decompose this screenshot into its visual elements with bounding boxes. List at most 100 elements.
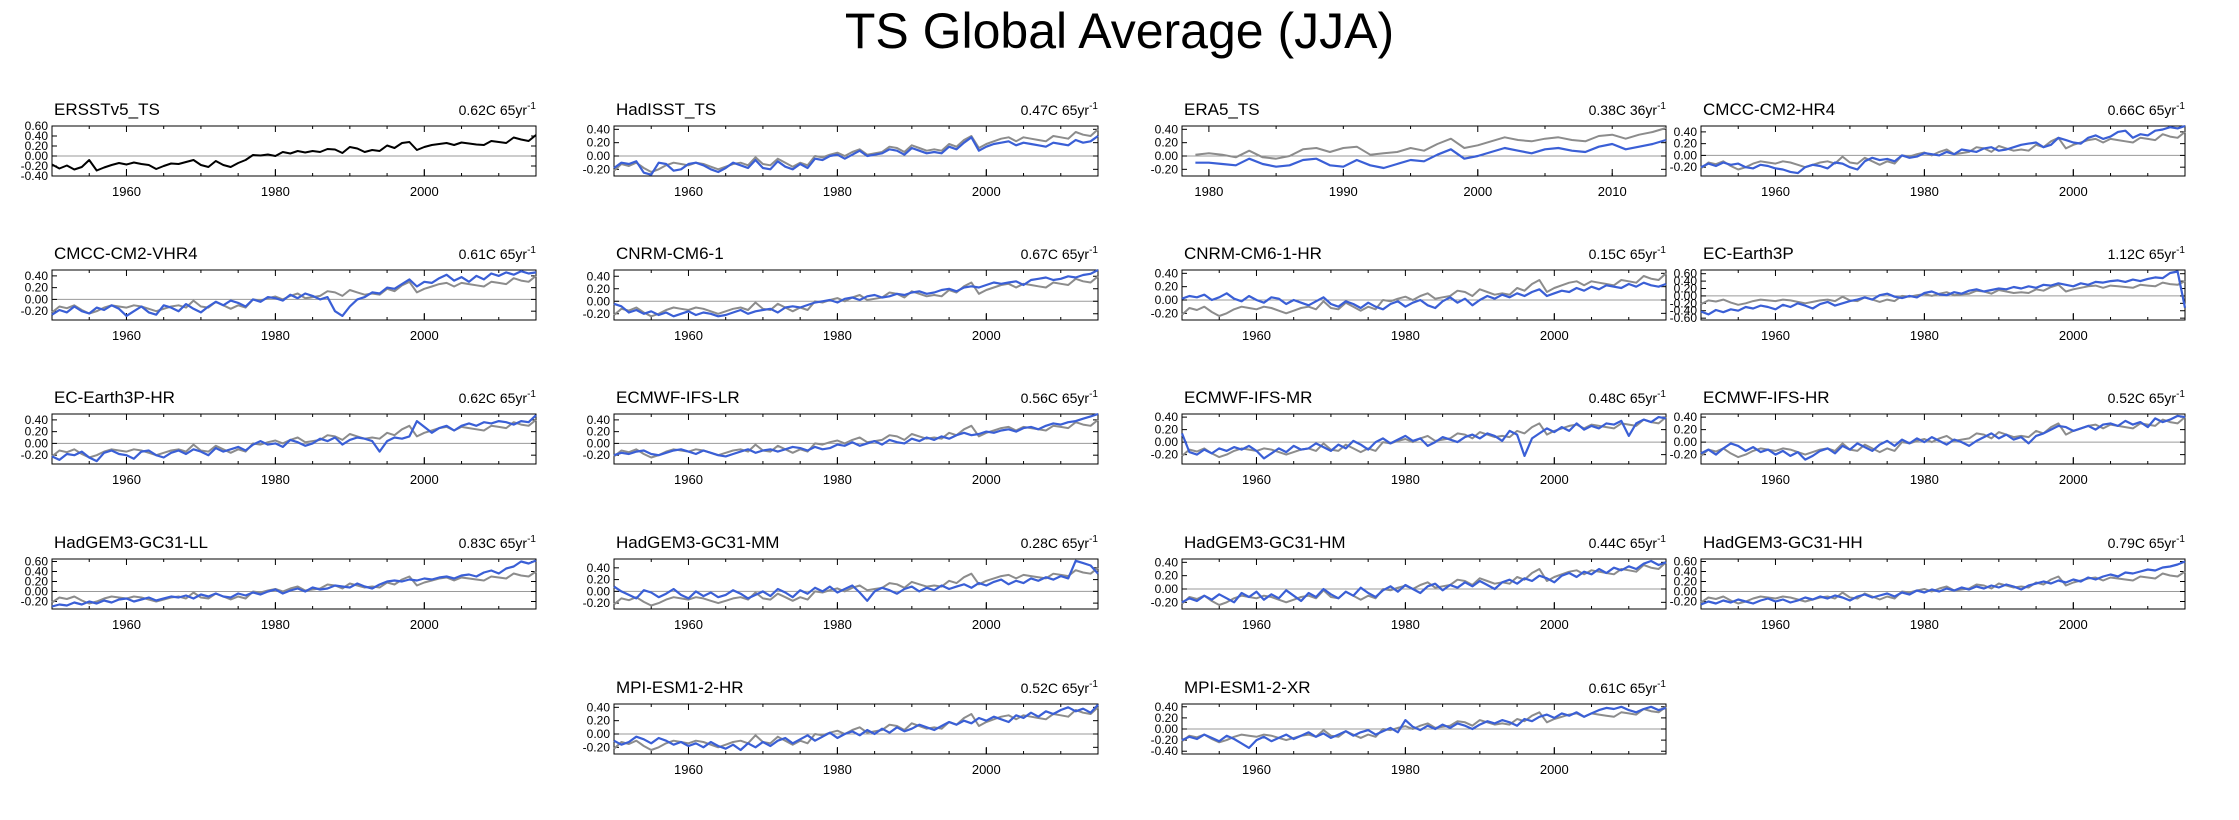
- x-tick-label: 1960: [674, 617, 703, 632]
- x-tick-label: 2000: [2059, 328, 2088, 343]
- x-tick-label: 1960: [1761, 184, 1790, 199]
- x-tick-label: 2000: [1540, 472, 1569, 487]
- plot-frame: [1181, 558, 1667, 610]
- y-tick-label: 0.00: [587, 149, 611, 163]
- panel-hadisst_ts: HadISST_TS 0.47C 65yr-1 -0.200.000.200.40 1…: [583, 100, 1099, 199]
- panel-title: EC-Earth3P-HR: [54, 388, 175, 407]
- plot-frame: [613, 125, 1099, 177]
- series-line-obs: [613, 706, 1099, 751]
- trend-label: 0.61C 65yr-1: [1589, 679, 1667, 696]
- x-tick-label: 1980: [261, 184, 290, 199]
- y-tick-label: -0.20: [21, 595, 49, 609]
- y-tick-label: 0.40: [587, 700, 611, 714]
- plot-frame: [1700, 558, 2186, 610]
- panel-title: MPI-ESM1-2-XR: [1184, 678, 1311, 697]
- plot-frame: [1181, 413, 1667, 465]
- y-tick-label: -0.20: [1151, 306, 1179, 320]
- series-line-model: [1181, 705, 1667, 750]
- plot-frame: [613, 703, 1099, 755]
- panel-hadgem3-gc31-hh: HadGEM3-GC31-HH 0.79C 65yr-1 -0.200.000.20…: [1670, 533, 2186, 632]
- trend-label: 0.79C 65yr-1: [2108, 534, 2186, 551]
- y-tick-label: -0.20: [1670, 160, 1698, 174]
- x-tick-label: 2000: [410, 184, 439, 199]
- x-tick-label: 2000: [410, 328, 439, 343]
- y-tick-label: 0.20: [587, 714, 611, 728]
- series-line-model: [1700, 124, 2186, 175]
- series-line-obs: [1700, 570, 2186, 605]
- y-tick-label: 0.00: [25, 149, 49, 163]
- x-tick-label: 2000: [972, 184, 1001, 199]
- panel-mpi-esm1-2-xr: MPI-ESM1-2-XR 0.61C 65yr-1-0.40-0.200.000…: [1151, 678, 1667, 777]
- y-tick-label: 0.00: [587, 294, 611, 308]
- panel-era5_ts: ERA5_TS 0.38C 36yr-1 -0.200.000.200.40 1980…: [1151, 100, 1667, 199]
- panel-cnrm-cm6-1-hr: CNRM-CM6-1-HR 0.15C 65yr-1 -0.200.000.200.…: [1151, 244, 1667, 343]
- series-line-model: [1181, 281, 1667, 311]
- y-tick-label: 0.20: [1155, 569, 1179, 583]
- panel-title: HadGEM3-GC31-HM: [1184, 533, 1346, 552]
- x-tick-label: 1980: [1910, 328, 1939, 343]
- plot-frame: [51, 125, 537, 177]
- y-tick-label: -0.20: [1670, 296, 1698, 310]
- series-line-obs: [1700, 416, 2186, 459]
- x-tick-label: 2000: [410, 617, 439, 632]
- y-tick-label: 0.40: [1155, 700, 1179, 714]
- x-tick-label: 1960: [674, 762, 703, 777]
- x-tick-label: 1960: [112, 184, 141, 199]
- x-tick-label: 1980: [1910, 617, 1939, 632]
- x-tick-label: 1980: [261, 328, 290, 343]
- y-tick-label: 0.00: [1155, 582, 1179, 596]
- x-tick-label: 2000: [972, 328, 1001, 343]
- y-tick-label: 0.00: [1155, 293, 1179, 307]
- x-tick-label: 1980: [1910, 184, 1939, 199]
- trend-label: 0.15C 65yr-1: [1589, 245, 1667, 262]
- series-line-obs: [613, 275, 1099, 318]
- x-tick-label: 1960: [112, 328, 141, 343]
- y-tick-label: -0.20: [583, 740, 611, 754]
- series-line-model: [51, 414, 537, 463]
- trend-label: 0.66C 65yr-1: [2108, 101, 2186, 118]
- y-tick-label: 0.20: [587, 136, 611, 150]
- series-line-obs: [1181, 561, 1667, 606]
- x-tick-label: 1980: [261, 472, 290, 487]
- x-tick-label: 2000: [1463, 184, 1492, 199]
- trend-label: 0.48C 65yr-1: [1589, 389, 1667, 406]
- plot-frame: [1181, 269, 1667, 321]
- x-tick-label: 2000: [2059, 617, 2088, 632]
- y-tick-label: 0.20: [25, 425, 49, 439]
- trend-label: 0.61C 65yr-1: [459, 245, 537, 262]
- x-tick-label: 1980: [1391, 617, 1420, 632]
- y-tick-label: -0.20: [1151, 733, 1179, 747]
- y-tick-label: 0.00: [1674, 289, 1698, 303]
- x-tick-label: 1960: [112, 617, 141, 632]
- y-tick-label: -0.20: [1670, 595, 1698, 609]
- y-tick-label: 0.00: [587, 436, 611, 450]
- y-tick-label: 0.00: [25, 292, 49, 306]
- panel-hadgem3-gc31-ll: HadGEM3-GC31-LL 0.83C 65yr-1 -0.200.000.20…: [21, 533, 537, 632]
- x-tick-label: 1980: [1910, 472, 1939, 487]
- y-tick-label: 0.20: [25, 281, 49, 295]
- y-tick-label: -0.20: [1151, 162, 1179, 176]
- panel-ec-earth3p: EC-Earth3P 1.12C 65yr-1 -0.60-0.40-0.200.0…: [1670, 244, 2187, 343]
- x-tick-label: 1980: [823, 617, 852, 632]
- y-tick-label: 0.60: [25, 555, 49, 569]
- y-tick-label: 0.20: [25, 139, 49, 153]
- panel-title: ECMWF-IFS-LR: [616, 388, 740, 407]
- series-line-ref: [51, 134, 537, 172]
- y-tick-label: 0.20: [587, 573, 611, 587]
- y-tick-label: 0.40: [1155, 122, 1179, 136]
- y-tick-label: -0.20: [1151, 595, 1179, 609]
- y-tick-label: -0.20: [21, 304, 49, 318]
- panel-title: ERSSTv5_TS: [54, 100, 160, 119]
- y-tick-label: 0.00: [1155, 149, 1179, 163]
- y-tick-label: 0.20: [1155, 136, 1179, 150]
- series-line-obs: [51, 570, 537, 605]
- panel-title: HadGEM3-GC31-HH: [1703, 533, 1863, 552]
- panel-title: CNRM-CM6-1: [616, 244, 724, 263]
- series-line-obs: [1195, 127, 1667, 160]
- series-line-model: [1195, 138, 1667, 170]
- plot-frame: [1700, 269, 2186, 321]
- panel-title: HadISST_TS: [616, 100, 716, 119]
- panel-cnrm-cm6-1: CNRM-CM6-1 0.67C 65yr-1 -0.200.000.200.40 1…: [583, 244, 1099, 343]
- x-tick-label: 1980: [823, 762, 852, 777]
- y-tick-label: 0.40: [1155, 555, 1179, 569]
